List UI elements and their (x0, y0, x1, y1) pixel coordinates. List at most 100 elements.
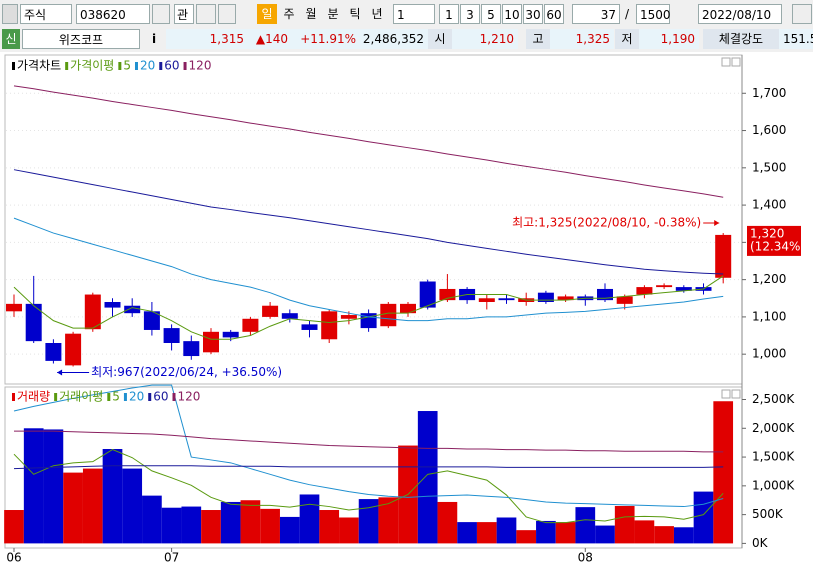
change: ▲140 (248, 29, 292, 49)
y-tick-label: 2,000K (752, 421, 795, 435)
interval-button[interactable]: 10 (502, 4, 522, 24)
candle-body (25, 303, 42, 342)
low-label: 저 (615, 29, 639, 49)
interval-button[interactable]: 1 (439, 4, 459, 24)
date-input[interactable]: 2022/08/10 (698, 4, 782, 24)
candle-body (163, 328, 180, 343)
legend-swatch (172, 393, 176, 401)
volume-bar (673, 527, 694, 544)
moving-average (13, 217, 724, 322)
volume-bar (713, 401, 734, 544)
panel-icon[interactable] (721, 57, 731, 67)
volume-bar (634, 520, 655, 544)
candle-body (242, 318, 259, 332)
moving-average (13, 85, 724, 198)
menu-icon[interactable] (2, 4, 18, 24)
chart-button[interactable] (792, 4, 812, 24)
moving-average (13, 169, 724, 275)
candle-body (124, 305, 141, 314)
volume-bar (575, 507, 596, 544)
volume: 2,486,352 (360, 29, 428, 49)
volume-bar (23, 428, 44, 544)
tool-button[interactable] (196, 4, 216, 24)
total-input[interactable]: 1500 (636, 4, 671, 24)
legend-swatch (148, 393, 152, 401)
count-input[interactable]: 37 (572, 4, 620, 24)
panel-icon[interactable] (721, 389, 731, 399)
candle-body (301, 324, 318, 330)
candle-body (616, 296, 633, 304)
volume-bar (4, 510, 24, 544)
volume-bar (555, 522, 576, 544)
interval-button[interactable]: 5 (481, 4, 501, 24)
candle-body (597, 288, 613, 301)
volume-bar (161, 507, 182, 544)
candle-body (84, 294, 101, 330)
volume-bar (595, 525, 615, 544)
last-price: 1,320 (750, 226, 784, 240)
volume-bar (378, 497, 399, 544)
volume-bar (240, 500, 261, 544)
legend-label: 5 (112, 390, 120, 404)
candle-body (537, 292, 554, 302)
low-annotation: 최저:967(2022/06/24, +36.50%) (91, 365, 282, 379)
separator: / (625, 7, 630, 21)
period-button[interactable]: 분 (327, 7, 339, 21)
candle-body (439, 288, 456, 301)
high-annotation: 최고:1,325(2022/08/10, -0.38%) (512, 216, 701, 230)
open: 1,210 (452, 29, 518, 49)
volume-bar (536, 520, 556, 544)
info-button[interactable]: i (151, 32, 157, 46)
candle-body (656, 285, 673, 288)
legend-label: 5 (123, 59, 131, 73)
volume-bar (339, 517, 359, 544)
panel-icon[interactable] (731, 57, 741, 67)
period-count[interactable]: 1 (393, 4, 435, 24)
volume-bar (496, 517, 517, 544)
volume-bar (201, 510, 221, 544)
period-button[interactable]: 년 (371, 7, 383, 21)
candle-body (636, 287, 653, 295)
interval-button[interactable]: 3 (460, 4, 480, 24)
high-label: 고 (526, 29, 550, 49)
candle-body (400, 303, 416, 314)
y-tick-label: 2,500K (752, 392, 795, 406)
spin-button[interactable] (218, 4, 236, 24)
period-button[interactable]: 틱 (349, 7, 361, 21)
volume-bar (437, 501, 458, 544)
candle-body (675, 287, 692, 291)
y-tick-label: 1,600 (752, 123, 786, 137)
candle-body (478, 298, 495, 302)
period-button[interactable]: 일 (257, 4, 277, 24)
strength: 151.5 (779, 29, 813, 49)
strength-label: 체결강도 (703, 29, 779, 49)
legend-label: 60 (164, 59, 179, 73)
volume-bar (181, 506, 202, 544)
market-select[interactable]: 주식 (20, 4, 72, 24)
period-button[interactable]: 주 (283, 7, 295, 21)
y-tick-label: 1,200 (752, 272, 786, 286)
high: 1,325 (550, 29, 614, 49)
y-tick-label: 1,000 (752, 347, 786, 361)
code-input[interactable]: 038620 (76, 4, 150, 24)
interest-button[interactable]: 관 (174, 4, 194, 24)
panel-icon[interactable] (731, 389, 741, 399)
volume-bar (102, 449, 123, 544)
y-tick-label: 0K (752, 536, 769, 550)
interval-button[interactable]: 30 (523, 4, 543, 24)
arrow-head (57, 369, 63, 376)
search-button[interactable] (152, 4, 170, 24)
interval-button[interactable]: 60 (544, 4, 564, 24)
candle-body (281, 313, 298, 319)
period-button[interactable]: 월 (305, 7, 317, 21)
x-tick-label: 07 (164, 551, 179, 565)
legend-swatch (107, 393, 111, 401)
candle-body (340, 315, 357, 319)
candle-body (65, 333, 82, 366)
candle-body (262, 305, 279, 317)
legend-label: 120 (189, 59, 212, 73)
volume-bar (43, 429, 64, 544)
legend-label: 가격이평 (70, 59, 114, 73)
rate: +11.91% (292, 29, 360, 49)
